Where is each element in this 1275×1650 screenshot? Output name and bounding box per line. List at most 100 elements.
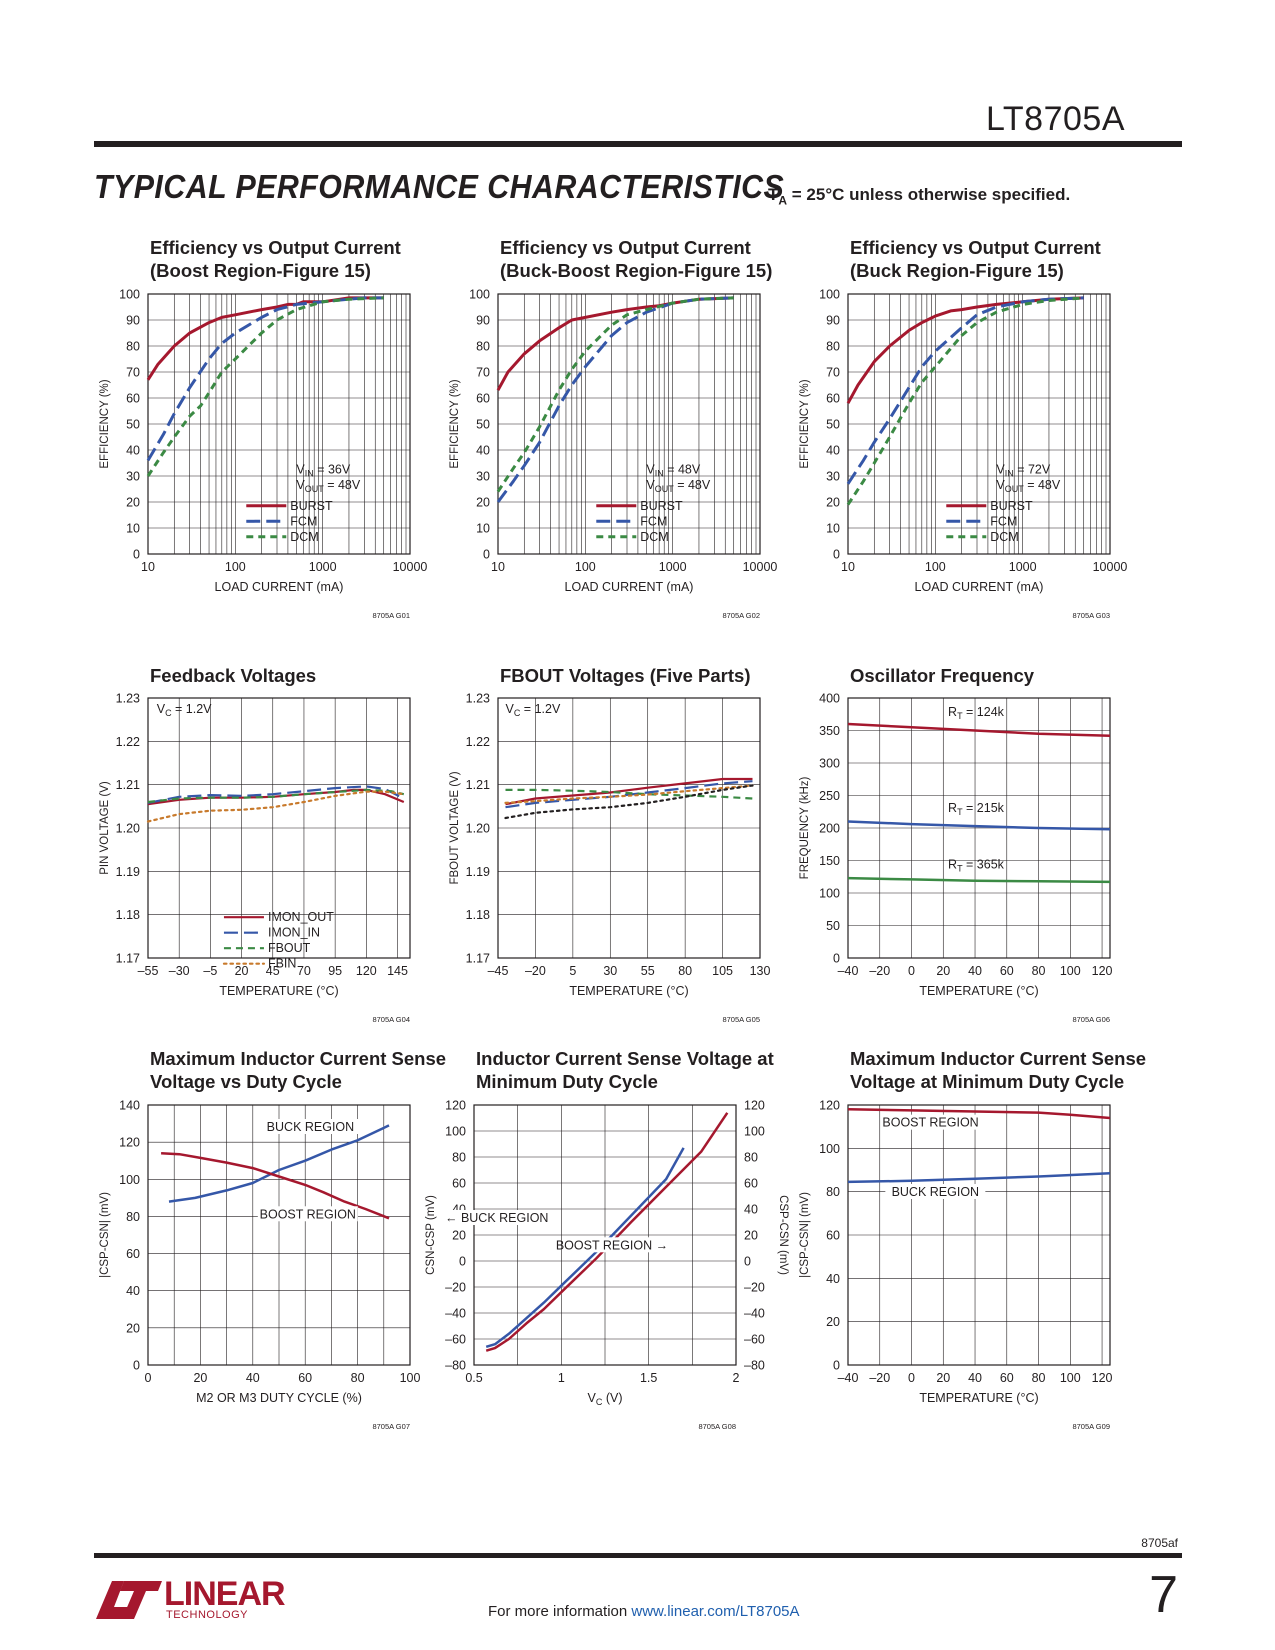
y-axis-label: FREQUENCY (kHz) xyxy=(799,777,811,880)
chart-annotation: VC = 1.2V xyxy=(505,702,560,718)
chart-efficiency-boost: Efficiency vs Output Current (Boost Regi… xyxy=(90,236,490,656)
legend-label: FCM xyxy=(990,514,1017,528)
y-tick-label: –60 xyxy=(445,1333,466,1347)
y-tick-label: 80 xyxy=(126,340,140,354)
x-tick-label: 0 xyxy=(908,1371,915,1385)
chart-annotation: VOUT = 48V xyxy=(296,478,360,494)
linear-lt-logo-icon xyxy=(96,1581,162,1619)
label-bg xyxy=(885,1184,986,1199)
legend-label: IMON_OUT xyxy=(268,910,334,924)
y-tick-label: 0 xyxy=(483,548,490,562)
y-tick-label-right: –60 xyxy=(744,1333,765,1347)
x-tick-label: 120 xyxy=(356,964,377,978)
y-tick-label: 70 xyxy=(826,366,840,380)
x-tick-label: 20 xyxy=(936,1371,950,1385)
x-axis-label: TEMPERATURE (°C) xyxy=(919,1391,1038,1405)
y-tick-label: 60 xyxy=(126,1247,140,1261)
y-axis-label: EFFICIENCY (%) xyxy=(99,379,111,468)
chart-title: Efficiency vs Output Current (Boost Regi… xyxy=(150,237,401,281)
label-bg xyxy=(880,1114,981,1130)
doc-number: 8705af xyxy=(1141,1536,1178,1550)
series-line-fcm xyxy=(846,296,1084,485)
x-tick-label: 60 xyxy=(1000,964,1014,978)
chart-title: Efficiency vs Output Current (Buck Regio… xyxy=(850,237,1101,281)
x-tick-label: 100 xyxy=(400,1371,421,1385)
y-tick-label: 80 xyxy=(126,1210,140,1224)
plot-frame xyxy=(147,1104,411,1366)
series-line-fbin xyxy=(146,790,405,823)
footer-rule xyxy=(94,1553,1182,1558)
y-tick-label: 40 xyxy=(826,1272,840,1286)
y-tick-label: –40 xyxy=(445,1307,466,1321)
y-tick-label-right: –20 xyxy=(744,1281,765,1295)
x-tick-label: –45 xyxy=(488,964,509,978)
series-line-1 xyxy=(847,820,1111,831)
series-line-burst xyxy=(496,296,734,391)
y-tick-label: 60 xyxy=(826,1229,840,1243)
y-tick-label: 1.19 xyxy=(466,865,490,879)
y-tick-label: 40 xyxy=(826,444,840,458)
y-tick-label: 0 xyxy=(133,548,140,562)
series-line-1 xyxy=(161,1152,390,1220)
y-tick-label: 80 xyxy=(452,1151,466,1165)
y-tick-label: 100 xyxy=(819,288,840,302)
x-tick-label: –40 xyxy=(838,964,859,978)
y-tick-label: 120 xyxy=(119,1136,140,1150)
figure-code: 8705A G05 xyxy=(722,1015,760,1024)
plot-frame xyxy=(847,293,1111,555)
x-tick-label: –30 xyxy=(169,964,190,978)
x-tick-label: 100 xyxy=(1060,1371,1081,1385)
chart-oscillator-frequency: Oscillator Frequency 0 50 100 150 200 250 300 35… xyxy=(790,664,1190,1084)
y-tick-label: 80 xyxy=(826,340,840,354)
chart-annotation: VC = 1.2V xyxy=(157,702,212,718)
y-tick-label-right: 0 xyxy=(744,1255,751,1269)
chart-title: Feedback Voltages xyxy=(150,665,317,686)
y-tick-label: 1.18 xyxy=(116,908,140,922)
legend-label: FCM xyxy=(640,514,667,528)
footer-link[interactable]: www.linear.com/LT8705A xyxy=(631,1603,800,1620)
x-tick-label: 145 xyxy=(387,964,408,978)
x-tick-label: 2 xyxy=(733,1371,740,1385)
y-tick-label-right: –40 xyxy=(744,1307,765,1321)
x-tick-label: 20 xyxy=(193,1371,207,1385)
y-axis-label: EFFICIENCY (%) xyxy=(449,379,461,468)
y-tick-label: 1.20 xyxy=(466,822,490,836)
y-tick-label: 60 xyxy=(826,392,840,406)
y-tick-label: 140 xyxy=(119,1099,140,1113)
y-tick-label: 80 xyxy=(476,340,490,354)
y-tick-label: 60 xyxy=(452,1177,466,1191)
y-tick-label: 1.17 xyxy=(466,952,490,966)
label-bg xyxy=(257,1206,358,1222)
label-bg xyxy=(260,1119,361,1134)
legend-label: FBOUT xyxy=(268,941,311,955)
series-line-dcm xyxy=(146,296,384,477)
chart-annotation: BOOST REGION → xyxy=(556,1238,668,1252)
series-line-dcm xyxy=(496,296,734,493)
section-title: TYPICAL PERFORMANCE CHARACTERISTICS xyxy=(94,168,785,205)
series-line-1 xyxy=(485,1112,729,1352)
series-line-4 xyxy=(504,784,754,820)
chart-annotation: VIN = 36V xyxy=(296,462,350,478)
x-tick-label: 30 xyxy=(603,964,617,978)
part-number: LT8705A xyxy=(986,100,1125,138)
y-tick-label-right: –80 xyxy=(744,1359,765,1373)
plot-frame xyxy=(847,1104,1111,1366)
y-tick-label-right: 20 xyxy=(744,1229,758,1243)
y-tick-label-right: 100 xyxy=(744,1125,765,1139)
y-tick-label: 20 xyxy=(826,1315,840,1329)
chart-fbout-voltages: FBOUT Voltages (Five Parts) 1.17 1.18 1.19 1… xyxy=(440,664,840,1084)
chart-efficiency-buck-boost: Efficiency vs Output Current (Buck-Boost… xyxy=(440,236,840,656)
series-line-dcm xyxy=(846,296,1084,506)
legend-label: DCM xyxy=(990,530,1018,544)
y-tick-label: 30 xyxy=(126,470,140,484)
y-tick-label: 400 xyxy=(819,692,840,706)
chart-svg: 1.17 1.18 1.19 1.20 1.21 1.22 1.23 –45 –20 5 30 55 8… xyxy=(449,692,770,1025)
x-axis-label: VC (V) xyxy=(588,1391,623,1407)
y-tick-label: 60 xyxy=(126,392,140,406)
y-tick-label: 10 xyxy=(476,522,490,536)
y-tick-label: 100 xyxy=(819,887,840,901)
y-tick-label: 20 xyxy=(452,1229,466,1243)
x-tick-label: 10000 xyxy=(393,560,428,574)
